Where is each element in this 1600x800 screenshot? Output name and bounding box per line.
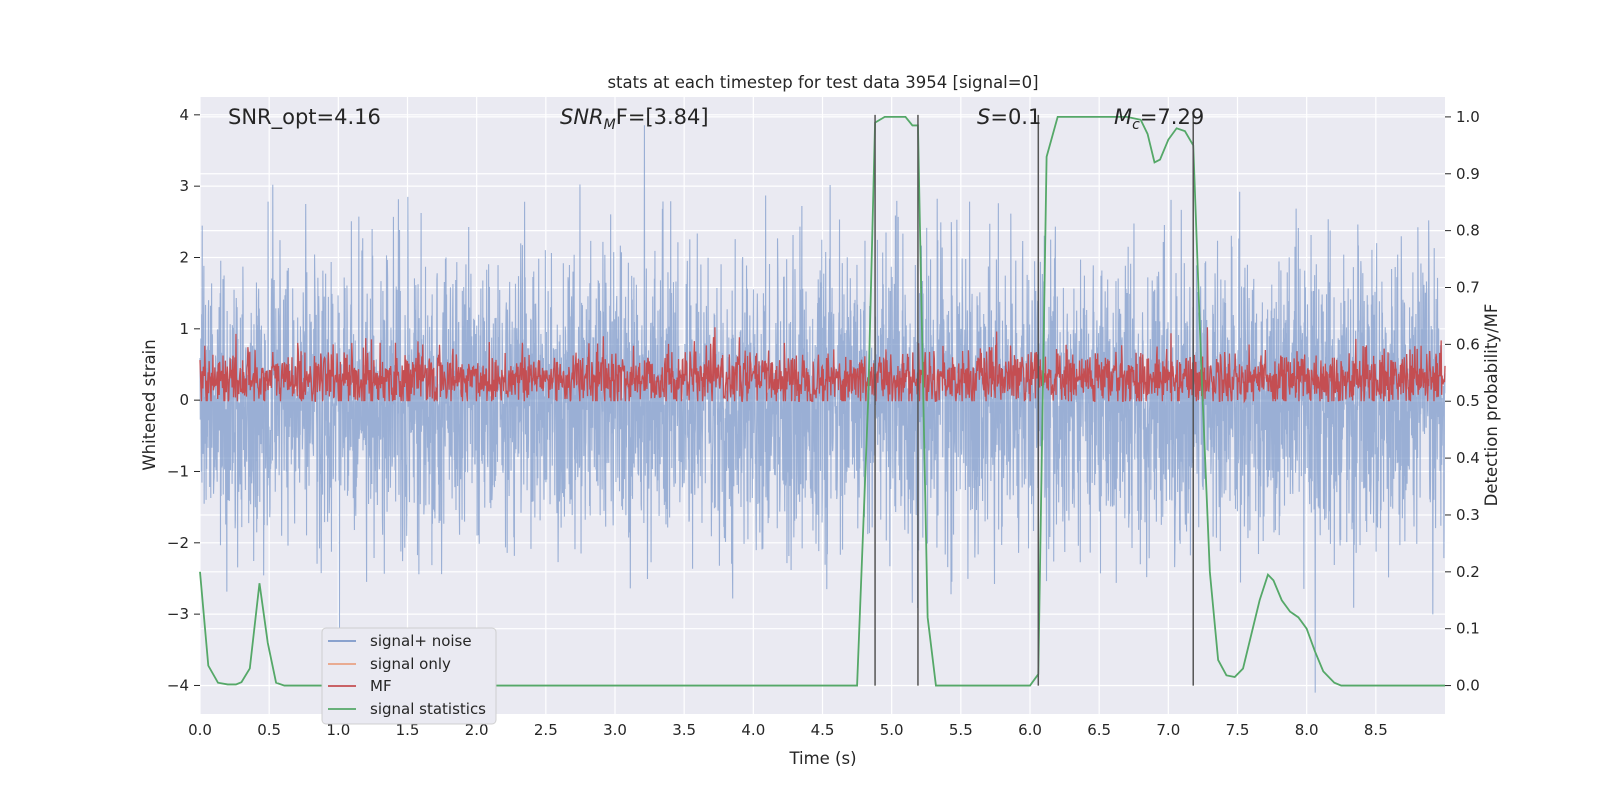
legend-label-signal-noise: signal+ noise (370, 632, 472, 650)
x-tick-label: 4.5 (811, 721, 835, 739)
y-left-tick-label: −2 (167, 534, 189, 552)
x-tick-label: 7.0 (1156, 721, 1180, 739)
x-tick-label: 3.0 (603, 721, 627, 739)
y-right-tick-label: 0.3 (1456, 506, 1480, 524)
snr-mf-rest: F=[3.84] (616, 105, 709, 129)
x-tick-label: 2.0 (465, 721, 489, 739)
y-right-tick-label: 1.0 (1456, 108, 1480, 126)
y-right-tick-label: 0.9 (1456, 165, 1480, 183)
x-tick-label: 3.5 (672, 721, 696, 739)
y-right-tick-label: 0.7 (1456, 279, 1480, 297)
y-left-tick-label: 4 (179, 106, 189, 124)
legend-label-signal-only: signal only (370, 655, 451, 673)
mc-main: M (1114, 105, 1132, 129)
y-left-tick-label: 3 (179, 177, 189, 195)
y-left-axis-label: Whitened strain (140, 339, 159, 470)
x-tick-label: 5.5 (949, 721, 973, 739)
s-value: =0.1 (990, 105, 1041, 129)
y-right-tick-label: 0.6 (1456, 335, 1480, 353)
s-symbol: S (977, 105, 990, 129)
x-tick-label: 4.0 (741, 721, 765, 739)
x-tick-label: 2.5 (534, 721, 558, 739)
x-axis-label: Time (s) (788, 749, 856, 768)
x-tick-label: 0.0 (188, 721, 212, 739)
y-right-tick-label: 0.2 (1456, 563, 1480, 581)
y-right-tick-label: 0.8 (1456, 222, 1480, 240)
series-mf (199, 327, 1446, 404)
y-right-tick-label: 0.1 (1456, 620, 1480, 638)
x-tick-label: 1.0 (326, 721, 350, 739)
y-right-tick-label: 0.5 (1456, 392, 1480, 410)
y-left-tick-label: 2 (179, 248, 189, 266)
mc-sub: c (1132, 117, 1140, 133)
y-left-tick-label: −1 (167, 462, 189, 480)
annotation-snr-opt: SNR_opt=4.16 (228, 105, 381, 130)
y-right-tick-labels: 0.0 0.1 0.2 0.3 0.4 0.5 0.6 0.7 0.8 0.9 1.0 (1445, 108, 1480, 695)
x-tick-label: 5.0 (880, 721, 904, 739)
x-tick-label: 1.5 (396, 721, 420, 739)
mf-line (199, 327, 1446, 404)
legend-label-mf: MF (370, 677, 392, 695)
mc-value: =7.29 (1140, 105, 1204, 129)
y-left-tick-label: 1 (179, 320, 189, 338)
legend-box (321, 627, 497, 725)
signal-statistics-line (199, 116, 1445, 687)
series-signal-statistics (199, 116, 1446, 687)
annotation-s: S=0.1 (977, 105, 1041, 129)
legend: signal+ noise signal only MF signal stat… (321, 627, 497, 725)
y-left-tick-labels: −4 −3 −2 −1 0 1 2 3 4 (167, 106, 200, 694)
chart-title: stats at each timestep for test data 395… (607, 73, 1038, 92)
vertical-markers (874, 114, 1194, 686)
snr-mf-sub: M (604, 117, 616, 133)
x-tick-labels: 0.0 0.5 1.0 1.5 2.0 2.5 3.0 3.5 4.0 4.5 5.0 5.5 6.0 6… (188, 721, 1388, 739)
x-tick-label: 0.5 (257, 721, 281, 739)
y-left-tick-label: 0 (179, 391, 189, 409)
snr-mf-main: SNR (560, 105, 604, 129)
x-tick-label: 6.0 (1018, 721, 1042, 739)
x-tick-label: 8.0 (1295, 721, 1319, 739)
y-left-tick-label: −3 (167, 605, 189, 623)
y-left-tick-label: −4 (167, 676, 189, 694)
annotation-mc: Mc=7.29 (1114, 105, 1204, 133)
legend-label-signal-statistics: signal statistics (370, 700, 486, 718)
x-tick-label: 7.5 (1226, 721, 1250, 739)
x-tick-label: 6.5 (1087, 721, 1111, 739)
x-tick-label: 8.5 (1364, 721, 1388, 739)
y-right-tick-label: 0.0 (1456, 677, 1480, 695)
y-right-tick-label: 0.4 (1456, 449, 1480, 467)
annotation-snr-mf: SNRMF=[3.84] (560, 105, 709, 133)
y-right-axis-label: Detection probability/MF (1482, 304, 1501, 507)
